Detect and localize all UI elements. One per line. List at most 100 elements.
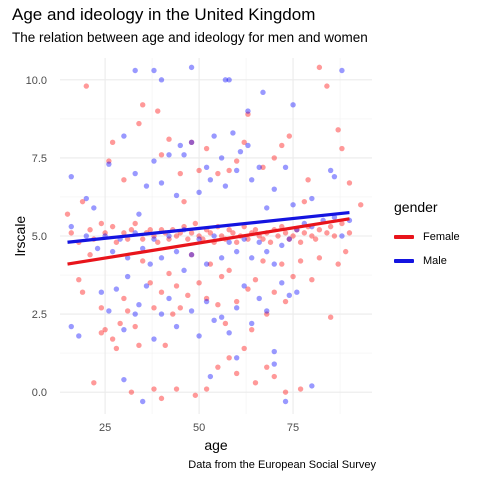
- point-female: [309, 233, 315, 239]
- point-male: [106, 161, 112, 167]
- point-female: [226, 267, 232, 274]
- point-female: [177, 305, 183, 311]
- x-tick-labels: 25 50 75: [99, 422, 299, 434]
- point-female: [339, 145, 345, 152]
- point-male: [177, 142, 183, 149]
- point-female: [113, 239, 120, 245]
- x-axis-label: age: [204, 437, 228, 453]
- point-female: [260, 236, 266, 242]
- point-male: [290, 102, 296, 108]
- point-female: [312, 236, 319, 242]
- point-female: [233, 158, 240, 164]
- point-female: [252, 277, 259, 283]
- point-male: [132, 170, 138, 177]
- point-female: [158, 152, 165, 158]
- point-female: [166, 270, 172, 277]
- x-tick-label: 25: [99, 422, 111, 434]
- point-female: [203, 386, 210, 392]
- point-male: [124, 273, 131, 280]
- point-male: [282, 164, 289, 170]
- point-female: [301, 230, 308, 236]
- point-male: [121, 326, 127, 333]
- point-male: [158, 77, 165, 83]
- y-tick-label: 0.0: [32, 387, 47, 399]
- point-male: [237, 148, 244, 155]
- point-female: [192, 392, 199, 398]
- point-male: [151, 67, 157, 74]
- point-male: [286, 236, 293, 242]
- point-female: [91, 380, 97, 386]
- point-male: [309, 195, 315, 202]
- point-female: [196, 233, 202, 239]
- point-female: [316, 227, 323, 233]
- point-female: [207, 230, 214, 236]
- point-female: [177, 170, 183, 177]
- point-female: [316, 255, 323, 261]
- legend: gender Female Male: [394, 199, 460, 273]
- point-female: [147, 280, 153, 286]
- point-female: [87, 252, 93, 258]
- point-female: [64, 211, 71, 217]
- point-male: [132, 311, 138, 317]
- point-female: [136, 120, 142, 127]
- point-female: [173, 283, 180, 289]
- point-male: [222, 183, 229, 189]
- point-female: [358, 202, 364, 208]
- point-female: [271, 289, 277, 295]
- point-male: [158, 255, 165, 261]
- point-male: [279, 242, 285, 249]
- point-female: [121, 177, 127, 183]
- point-male: [181, 267, 187, 274]
- point-female: [245, 286, 251, 292]
- point-male: [91, 205, 97, 211]
- point-male: [113, 286, 120, 292]
- point-male: [241, 236, 247, 242]
- y-tick-label: 10.0: [26, 75, 47, 87]
- point-female: [245, 236, 251, 242]
- point-male: [143, 183, 150, 189]
- point-female: [185, 292, 191, 299]
- point-female: [327, 314, 334, 320]
- point-male: [226, 77, 232, 83]
- point-female: [279, 142, 285, 149]
- point-female: [170, 311, 176, 317]
- fit-lines: [67, 210, 350, 266]
- point-female: [166, 136, 172, 142]
- chart-title: Age and ideology in the United Kingdom: [12, 5, 316, 24]
- legend-title: gender: [394, 199, 438, 215]
- point-female: [158, 289, 165, 295]
- point-female: [226, 227, 232, 233]
- point-female: [128, 227, 135, 233]
- point-female: [218, 233, 225, 239]
- point-male: [331, 173, 338, 180]
- point-female: [109, 223, 116, 230]
- fit-line-male: [67, 210, 350, 244]
- point-female: [233, 239, 240, 245]
- point-female: [87, 227, 93, 233]
- point-female: [297, 239, 304, 245]
- point-male: [249, 255, 255, 261]
- point-female: [249, 326, 255, 333]
- point-female: [282, 298, 289, 305]
- chart-subtitle: The relation between age and ideology fo…: [12, 30, 368, 45]
- legend-key-female: [394, 235, 414, 239]
- point-male: [188, 252, 195, 258]
- point-male: [271, 261, 277, 267]
- point-female: [68, 230, 74, 236]
- point-male: [124, 255, 131, 261]
- point-female: [230, 230, 236, 236]
- point-female: [151, 386, 157, 392]
- point-female: [316, 64, 323, 71]
- point-male: [203, 261, 210, 267]
- point-male: [166, 152, 172, 158]
- point-female: [181, 198, 187, 205]
- point-female: [102, 230, 108, 236]
- point-male: [109, 248, 116, 255]
- point-male: [106, 308, 112, 314]
- point-female: [286, 133, 293, 139]
- point-female: [215, 302, 221, 308]
- point-male: [279, 280, 285, 286]
- major-gridlines: [60, 58, 372, 414]
- point-male: [121, 133, 127, 139]
